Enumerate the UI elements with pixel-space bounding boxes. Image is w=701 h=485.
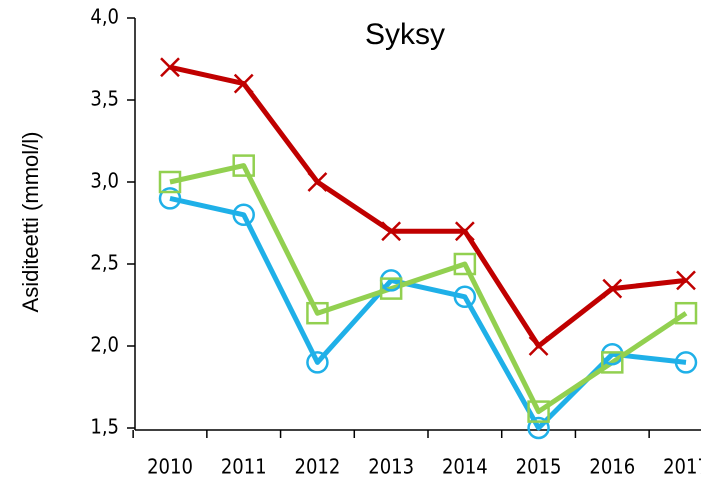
marker xyxy=(232,154,255,177)
y-tick-label: 4,0 xyxy=(90,5,119,29)
series-line xyxy=(169,64,687,349)
y-tick-label: 1,5 xyxy=(90,415,119,439)
marker xyxy=(160,57,180,78)
x-tick-label: 2015 xyxy=(516,455,562,479)
x-tick-label: 2013 xyxy=(368,455,414,479)
marker xyxy=(233,73,254,94)
marker xyxy=(454,221,475,242)
x-tick-label: 2014 xyxy=(442,455,488,479)
y-tick-label: 3,5 xyxy=(90,87,119,111)
marker xyxy=(158,170,182,194)
series-line xyxy=(169,163,688,415)
marker xyxy=(381,221,402,242)
y-tick-label: 3,0 xyxy=(90,169,119,193)
x-tick-label: 2011 xyxy=(221,455,267,479)
marker xyxy=(527,416,550,440)
marker xyxy=(674,301,698,325)
marker xyxy=(232,203,255,227)
x-tick-label: 2017 xyxy=(663,455,701,479)
y-tick-label: 2,5 xyxy=(90,251,119,275)
marker xyxy=(453,285,477,309)
y-axis-label: Asiditeetti (mmol/l) xyxy=(18,132,43,313)
marker xyxy=(601,351,624,374)
marker xyxy=(528,336,549,356)
x-tick-label: 2012 xyxy=(295,455,341,479)
marker xyxy=(307,172,328,192)
x-tick-label: 2010 xyxy=(147,455,193,479)
marker xyxy=(453,252,477,276)
marker xyxy=(527,400,550,423)
series-line xyxy=(169,195,687,431)
x-tick-label: 2016 xyxy=(589,455,635,479)
marker xyxy=(306,301,329,325)
y-tick-label: 2,0 xyxy=(90,333,119,357)
marker xyxy=(306,351,329,374)
marker xyxy=(676,270,696,291)
chart-title: Syksy xyxy=(365,18,445,51)
marker xyxy=(674,351,698,374)
marker xyxy=(379,277,403,300)
marker xyxy=(158,187,182,210)
marker xyxy=(602,278,623,299)
